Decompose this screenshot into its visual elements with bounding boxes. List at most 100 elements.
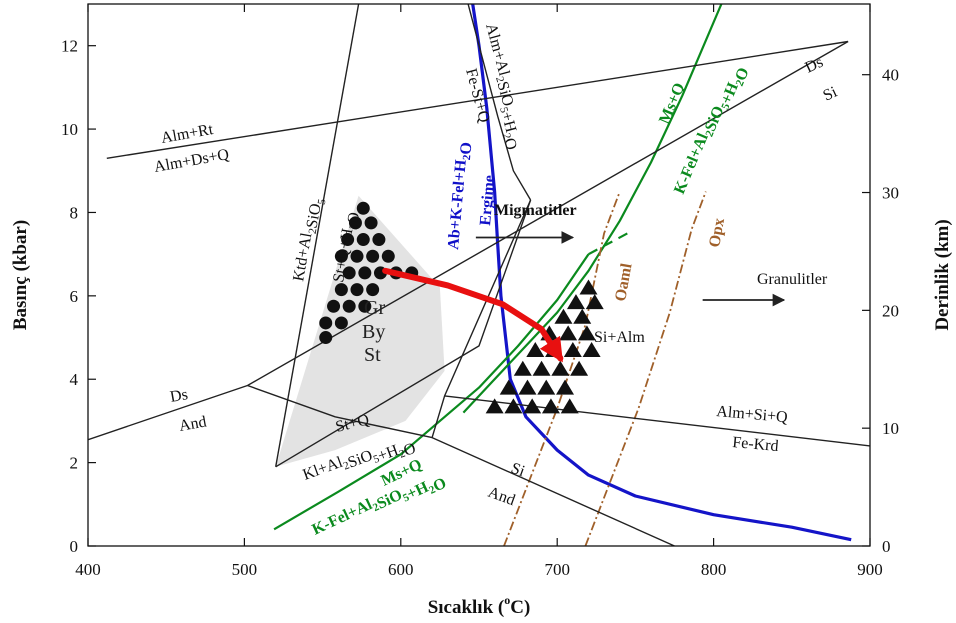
series-opx	[584, 191, 707, 546]
x-tick-label: 500	[232, 560, 258, 579]
y-tick-label: 2	[70, 454, 79, 473]
triangle-marker	[585, 294, 604, 310]
triangle-marker	[573, 308, 592, 324]
label-kfel-top: K-Fel+Al2SiO5+H2O	[671, 61, 753, 202]
triangle-markers	[485, 279, 604, 414]
circle-marker	[350, 249, 364, 263]
series-melting	[471, 4, 852, 542]
circle-marker	[358, 266, 372, 280]
label-si-alm: Si+Alm	[594, 329, 645, 346]
label-ds-top: Ds	[803, 54, 826, 77]
x-axis-title: Sıcaklık (oC)	[428, 593, 531, 618]
triangle-marker	[526, 342, 545, 358]
label-ktd: Ktd+Al2SiO5	[290, 196, 328, 284]
y-tick-label: 8	[70, 203, 79, 222]
y-tick-label: 0	[70, 537, 79, 556]
shaded-region	[275, 195, 445, 467]
circle-marker	[364, 216, 378, 230]
triangle-marker	[577, 325, 596, 341]
pt-path-arrow	[382, 267, 564, 363]
x-tick-label: 800	[701, 560, 727, 579]
label-fe-krd: Fe-Krd	[732, 434, 780, 455]
series-muscovite-dashed	[587, 232, 629, 256]
y-right-tick-label: 10	[882, 419, 899, 438]
triangle-marker	[579, 279, 598, 295]
x-tick-label: 400	[75, 560, 101, 579]
circle-marker	[350, 283, 364, 297]
circle-marker	[327, 299, 341, 313]
series-ktd-left	[275, 4, 360, 467]
label-oaml: Oaml	[612, 262, 635, 303]
series-alm-si-q	[444, 395, 870, 447]
label-alm-si-q: Alm+Si+Q	[716, 403, 789, 426]
y-right-tick-label: 40	[882, 66, 899, 85]
triangle-marker	[559, 325, 578, 341]
y-tick-label: 10	[61, 120, 78, 139]
label-alm-ds-q: Alm+Ds+Q	[153, 146, 231, 176]
circle-marker	[358, 299, 372, 313]
triangle-marker	[551, 360, 570, 376]
series-si-and	[431, 436, 675, 546]
circle-marker	[342, 299, 356, 313]
triangle-marker	[523, 398, 542, 414]
triangle-marker	[582, 342, 601, 358]
y-tick-label: 4	[70, 370, 79, 389]
reaction-labels: Alm+Rt Alm+Ds+Q Alm+Al2SiO5+H2O Fe-St+Q …	[153, 22, 841, 539]
y-right-tick-label: 30	[882, 184, 899, 203]
triangle-marker	[532, 360, 551, 376]
circle-marker	[356, 201, 370, 215]
x-tick-label: 600	[388, 560, 414, 579]
label-migmatitler: Migmatitler	[494, 202, 577, 219]
series-alm-rt	[106, 40, 849, 159]
circle-marker	[334, 283, 348, 297]
series-muscovite-upper	[462, 4, 723, 414]
x-tick-label: 700	[544, 560, 570, 579]
triangle-marker	[560, 398, 579, 414]
circle-marker	[341, 233, 355, 247]
series-alm-alsio	[467, 4, 532, 201]
label-and-bottom: And	[486, 484, 518, 509]
x-tick-label: 900	[857, 560, 883, 579]
series-oaml	[503, 191, 621, 546]
circle-marker	[366, 249, 380, 263]
axis-ticks: 400 500 600 700 800 900 0 2 4 6 8 10 12 0 10 20 30 40	[61, 4, 899, 579]
label-by: By	[362, 321, 385, 343]
arrows	[382, 231, 786, 363]
circle-marker	[348, 216, 362, 230]
plot-area	[88, 4, 870, 546]
label-si-bottom: Si	[509, 460, 528, 481]
triangle-marker	[485, 398, 504, 414]
triangle-marker	[513, 360, 532, 376]
circle-marker	[319, 316, 333, 330]
y-axis-right-title: Derinlik (km)	[932, 219, 953, 330]
series-muscovite-lower	[273, 253, 590, 531]
circle-marker	[334, 249, 348, 263]
circle-marker	[342, 266, 356, 280]
triangle-marker	[541, 398, 560, 414]
label-si-top: Si	[821, 83, 841, 104]
triangle-marker	[566, 294, 585, 310]
triangle-marker	[518, 379, 537, 395]
y-right-tick-label: 0	[882, 537, 891, 556]
circle-marker	[334, 316, 348, 330]
triangle-marker	[499, 379, 518, 395]
label-ds-left: Ds	[169, 386, 189, 406]
label-ms-q-top: Ms+Q	[656, 80, 688, 126]
triangle-marker	[556, 379, 575, 395]
label-opx: Opx	[706, 217, 728, 249]
triangle-marker	[504, 398, 523, 414]
label-and-left: And	[178, 413, 208, 435]
circle-marker	[366, 283, 380, 297]
label-gr: Gr	[364, 297, 385, 319]
y-right-tick-label: 20	[882, 301, 899, 320]
y-tick-label: 12	[61, 37, 78, 56]
triangle-marker	[554, 308, 573, 324]
y-axis-title: Basınç (kbar)	[10, 220, 31, 330]
y-tick-label: 6	[70, 287, 79, 306]
label-ergime: Ergime	[477, 174, 498, 226]
label-ab-kfel: Ab+K-Fel+H2O	[445, 141, 475, 251]
plot-frame	[87, 3, 871, 547]
triangle-marker	[570, 360, 589, 376]
circle-marker	[372, 233, 386, 247]
